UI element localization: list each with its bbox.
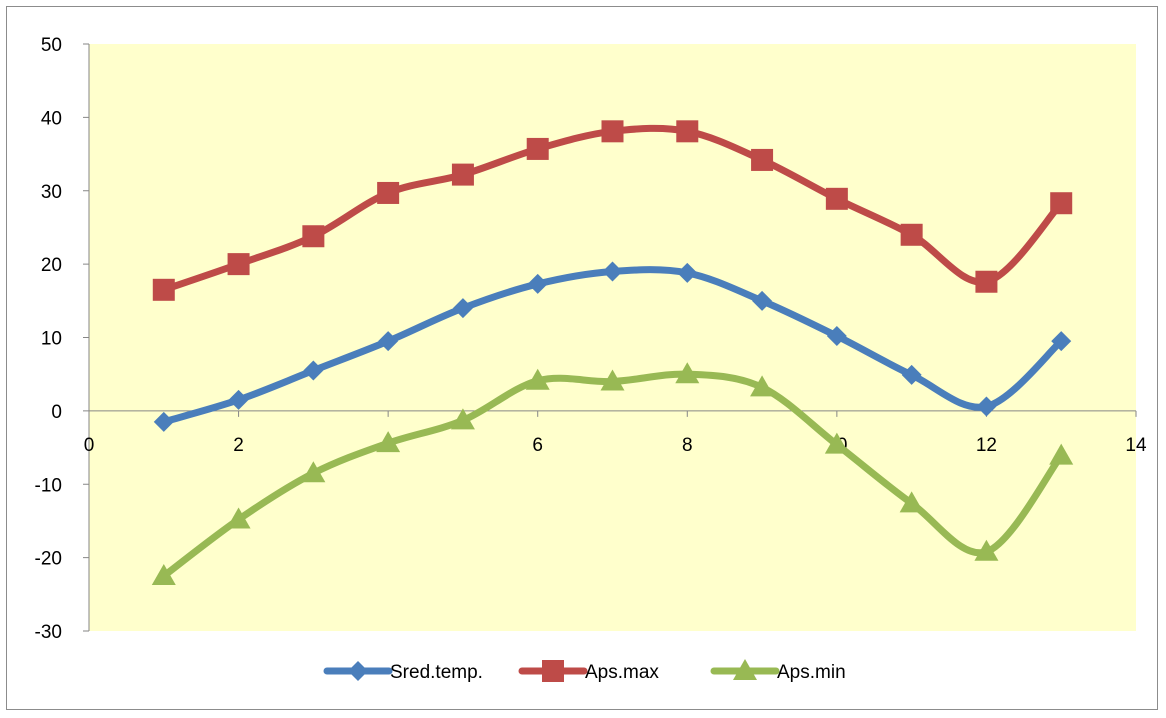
data-point-aps-max (825, 187, 848, 210)
legend-label: Aps.max (585, 662, 659, 683)
data-point-aps-min (899, 491, 924, 513)
y-tick-label: 10 (41, 329, 62, 350)
data-point-aps-max (975, 270, 998, 293)
y-tick-label: -20 (35, 549, 62, 570)
data-point-sred-temp (378, 331, 399, 352)
data-point-aps-min (675, 362, 700, 384)
data-point-aps-max (302, 225, 325, 248)
series-aps-max (152, 120, 1073, 301)
chart-frame: -30-20-100102030405002468101214 Sred.tem… (6, 6, 1158, 710)
data-point-aps-max (152, 278, 175, 301)
data-point-aps-min (450, 408, 475, 430)
data-point-aps-max (377, 181, 400, 204)
legend-swatch-marker (542, 660, 564, 682)
data-point-aps-max (676, 120, 699, 143)
data-point-sred-temp (452, 298, 473, 319)
data-point-sred-temp (527, 273, 548, 294)
line-chart: -30-20-100102030405002468101214 Sred.tem… (35, 35, 1147, 683)
data-point-aps-min (525, 368, 550, 390)
y-tick-label: 30 (41, 182, 62, 203)
data-point-aps-max (526, 137, 549, 160)
legend-swatch-marker (733, 659, 757, 680)
data-point-sred-temp (677, 262, 698, 283)
series-aps-min (151, 362, 1074, 585)
data-point-aps-min (151, 563, 176, 585)
data-point-sred-temp (602, 261, 623, 282)
y-tick-label: -10 (35, 475, 62, 496)
y-tick-label: -30 (35, 622, 62, 643)
data-point-sred-temp (1051, 331, 1072, 352)
data-point-sred-temp (153, 411, 174, 432)
data-point-aps-max (601, 120, 624, 143)
data-point-aps-min (1049, 443, 1074, 465)
data-point-sred-temp (752, 290, 773, 311)
y-tick-label: 20 (41, 255, 62, 276)
x-tick-label: 0 (84, 435, 95, 456)
series-sred-temp (153, 261, 1072, 432)
legend-label: Sred.temp. (390, 662, 483, 683)
x-tick-label: 14 (1125, 435, 1147, 456)
data-point-aps-max (451, 163, 474, 186)
data-point-aps-max (900, 223, 923, 246)
y-tick-label: 50 (41, 35, 62, 56)
data-point-aps-min (750, 375, 775, 397)
x-tick-label: 8 (682, 435, 693, 456)
legend-label: Aps.min (777, 662, 846, 683)
legend-item-aps-min: Aps.min (710, 659, 846, 683)
series-layer (151, 120, 1074, 585)
x-tick-label: 6 (532, 435, 543, 456)
axes: -30-20-100102030405002468101214 (35, 35, 1147, 643)
data-point-aps-min (376, 431, 401, 453)
y-tick-label: 40 (41, 108, 62, 129)
data-point-sred-temp (228, 389, 249, 410)
x-tick-label: 12 (976, 435, 997, 456)
data-point-aps-max (751, 148, 774, 171)
data-point-aps-max (1050, 192, 1073, 215)
data-point-aps-min (600, 369, 625, 391)
data-point-aps-min (974, 539, 999, 561)
legend: Sred.temp. Aps.max Aps.min (323, 659, 846, 683)
legend-swatch-marker (348, 661, 368, 681)
data-point-sred-temp (976, 396, 997, 417)
data-point-aps-min (226, 507, 251, 529)
data-point-sred-temp (901, 364, 922, 385)
data-point-sred-temp (826, 326, 847, 347)
data-point-sred-temp (303, 360, 324, 381)
legend-item-sred-temp: Sred.temp. (323, 661, 483, 683)
legend-item-aps-max: Aps.max (518, 660, 659, 683)
y-tick-label: 0 (51, 402, 62, 423)
data-point-aps-max (227, 253, 250, 276)
x-tick-label: 2 (233, 435, 244, 456)
data-point-aps-min (824, 432, 849, 454)
data-point-aps-min (301, 461, 326, 483)
